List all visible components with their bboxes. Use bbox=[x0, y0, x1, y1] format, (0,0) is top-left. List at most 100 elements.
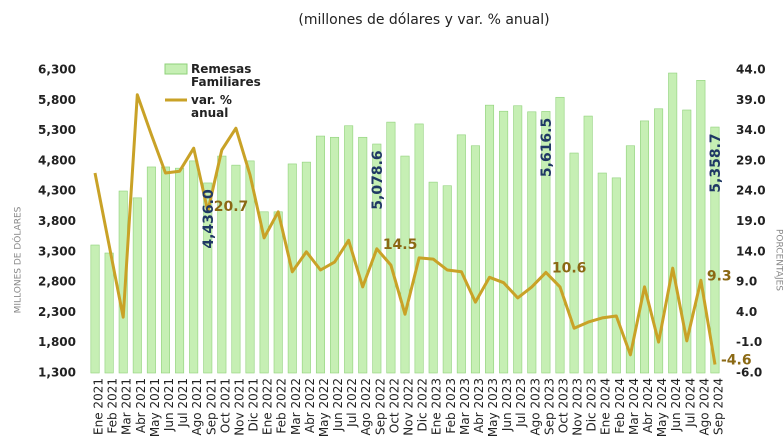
x-tick-label: May 2022 bbox=[317, 378, 331, 437]
bar bbox=[499, 110, 509, 374]
bar bbox=[231, 164, 241, 374]
x-tick-label: Sep 2022 bbox=[373, 378, 387, 435]
y2-axis-label: PORCENTAJES bbox=[774, 229, 783, 291]
y2-tick-label: 4.0 bbox=[736, 305, 757, 319]
bar-value-label: 5,616.5 bbox=[539, 118, 555, 177]
x-tick-label: Jun 2021 bbox=[162, 378, 176, 432]
y-axis-label: MILLONES DE DÓLARES bbox=[12, 206, 24, 313]
x-tick-label: Ene 2024 bbox=[599, 378, 613, 435]
bar-value-label: 5,078.6 bbox=[370, 150, 386, 209]
x-tick-label: Nov 2021 bbox=[232, 378, 246, 436]
x-tick-label: Oct 2021 bbox=[218, 378, 232, 433]
bar bbox=[273, 211, 283, 374]
line bbox=[93, 93, 717, 365]
y2-tick-label: 9.0 bbox=[736, 275, 757, 289]
x-tick-label: Ago 2022 bbox=[359, 378, 373, 436]
bar bbox=[175, 167, 185, 374]
bar bbox=[668, 72, 678, 374]
x-tick-label: Jul 2024 bbox=[683, 378, 697, 428]
x-tick-label: May 2021 bbox=[148, 378, 162, 437]
x-tick-label: Abr 2024 bbox=[641, 378, 655, 433]
bar bbox=[569, 152, 579, 374]
x-tick-label: Feb 2022 bbox=[275, 378, 289, 434]
x-tick-label: Dic 2021 bbox=[247, 378, 261, 432]
bar bbox=[217, 155, 227, 374]
x-tick-label: Dic 2022 bbox=[416, 378, 430, 432]
bar bbox=[682, 109, 692, 374]
y-tick-label: 3,300 bbox=[38, 244, 76, 258]
bar bbox=[414, 123, 424, 374]
y2-tick-label: 44.0 bbox=[736, 63, 766, 77]
y-tick-label: 3,800 bbox=[38, 214, 76, 228]
y2-tick-label: -6.0 bbox=[736, 366, 762, 380]
bar bbox=[400, 155, 410, 374]
x-tick-label: Feb 2024 bbox=[613, 378, 627, 434]
x-tick-label: Sep 2021 bbox=[204, 378, 218, 435]
bar bbox=[428, 181, 438, 374]
bar bbox=[245, 160, 255, 374]
bar bbox=[555, 96, 565, 374]
x-tick-label: Ene 2023 bbox=[430, 378, 444, 435]
bar bbox=[301, 161, 311, 374]
y2-tick-label: 14.0 bbox=[736, 244, 766, 258]
x-tick-label: Ene 2022 bbox=[261, 378, 275, 435]
x-tick-label: Dic 2023 bbox=[585, 378, 599, 432]
x-tick-label: Mar 2024 bbox=[627, 378, 641, 435]
y2-tick-label: 24.0 bbox=[736, 184, 766, 198]
bar bbox=[104, 252, 114, 374]
bar bbox=[710, 126, 720, 374]
bar bbox=[160, 166, 170, 374]
y-tick-label: 4,300 bbox=[38, 184, 76, 198]
x-tick-label: Nov 2022 bbox=[402, 378, 416, 436]
x-tick-label: Sep 2023 bbox=[542, 378, 556, 435]
legend-swatch bbox=[164, 63, 188, 75]
x-tick-label: May 2024 bbox=[655, 378, 669, 437]
bar bbox=[625, 145, 635, 374]
x-tick-label: Ene 2021 bbox=[92, 378, 106, 435]
bar bbox=[485, 104, 495, 374]
x-tick-label: Jun 2024 bbox=[669, 378, 683, 432]
bar bbox=[541, 111, 551, 374]
x-tick-label: Feb 2021 bbox=[106, 378, 120, 434]
bar bbox=[456, 134, 466, 374]
y2-tick-label: 29.0 bbox=[736, 153, 766, 167]
x-tick-label: May 2023 bbox=[486, 378, 500, 437]
x-tick-label: Mar 2022 bbox=[289, 378, 303, 435]
y-tick-label: 1,800 bbox=[38, 335, 76, 349]
bar bbox=[527, 111, 537, 374]
y-tick-label: 1,300 bbox=[38, 366, 76, 380]
bar-value-label: 4,436.0 bbox=[201, 189, 217, 249]
x-tick-label: Jun 2023 bbox=[500, 378, 514, 432]
x-tick-label: Oct 2023 bbox=[556, 378, 570, 433]
bar bbox=[696, 80, 706, 374]
x-tick-label: Ago 2023 bbox=[528, 378, 542, 436]
bar bbox=[146, 166, 156, 374]
y2-tick-label: 19.0 bbox=[736, 214, 766, 228]
x-tick-label: Abr 2021 bbox=[134, 378, 148, 433]
y-tick-label: 2,300 bbox=[38, 305, 76, 319]
x-tick-label: Jul 2021 bbox=[176, 378, 190, 428]
x-tick-label: Ago 2024 bbox=[697, 378, 711, 436]
line-value-label: 10.6 bbox=[552, 260, 587, 276]
legend-label: Remesas Familiares bbox=[191, 62, 261, 89]
bar bbox=[118, 190, 128, 374]
y-tick-label: 6,300 bbox=[38, 63, 76, 77]
bar bbox=[611, 177, 621, 374]
y-tick-label: 5,300 bbox=[38, 123, 76, 137]
bar bbox=[358, 136, 368, 374]
bar bbox=[513, 105, 523, 374]
bar bbox=[640, 120, 650, 374]
y2-tick-label: 39.0 bbox=[736, 93, 766, 107]
bar bbox=[654, 108, 664, 374]
bar bbox=[132, 197, 142, 374]
bar bbox=[386, 121, 396, 374]
bar bbox=[189, 160, 199, 374]
line-value-label: 9.3 bbox=[707, 268, 732, 284]
bar bbox=[442, 185, 452, 374]
y-tick-label: 5,800 bbox=[38, 93, 76, 107]
line-value-label: 20.7 bbox=[214, 199, 249, 215]
line-value-label: -4.6 bbox=[721, 353, 752, 369]
x-tick-label: Jun 2022 bbox=[331, 378, 345, 432]
